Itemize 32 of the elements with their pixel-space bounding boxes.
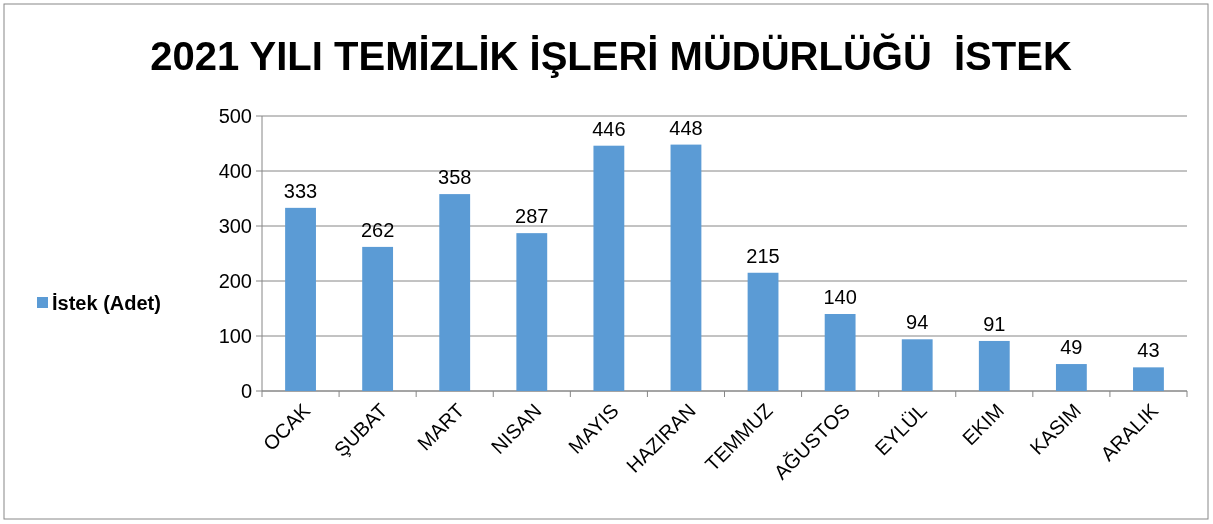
data-label: 333 — [283, 179, 318, 202]
data-label: 215 — [746, 244, 780, 267]
bar — [1055, 364, 1087, 391]
bar — [978, 340, 1010, 391]
y-tick-label: 0 — [240, 380, 252, 402]
legend-label: İstek (Adet) — [52, 292, 161, 314]
bar — [901, 339, 933, 391]
chart-title: 2021 YILI TEMİZLİK İŞLERİ MÜDÜRLÜĞÜ İSTEK — [150, 33, 1072, 78]
data-label: 43 — [1137, 339, 1160, 362]
data-label: 94 — [906, 311, 929, 334]
data-label: 358 — [438, 166, 472, 189]
y-tick-label: 100 — [218, 325, 252, 347]
data-label: 140 — [823, 286, 857, 308]
y-tick-label: 200 — [218, 270, 252, 292]
bar — [439, 194, 471, 391]
bar — [516, 233, 548, 391]
data-label: 287 — [515, 205, 549, 228]
data-label: 262 — [360, 218, 395, 241]
y-tick-label: 500 — [218, 105, 252, 127]
data-label: 448 — [669, 116, 703, 139]
data-label: 49 — [1060, 336, 1083, 359]
bar — [285, 207, 316, 391]
bar — [747, 272, 779, 391]
bar — [670, 144, 702, 391]
bar — [593, 145, 625, 391]
bar — [362, 246, 394, 391]
data-label: 91 — [983, 312, 1006, 335]
y-tick-label: 300 — [218, 215, 252, 237]
bar — [1133, 367, 1164, 391]
y-tick-label: 400 — [218, 160, 252, 182]
bar — [824, 314, 856, 391]
data-label: 446 — [592, 117, 626, 140]
